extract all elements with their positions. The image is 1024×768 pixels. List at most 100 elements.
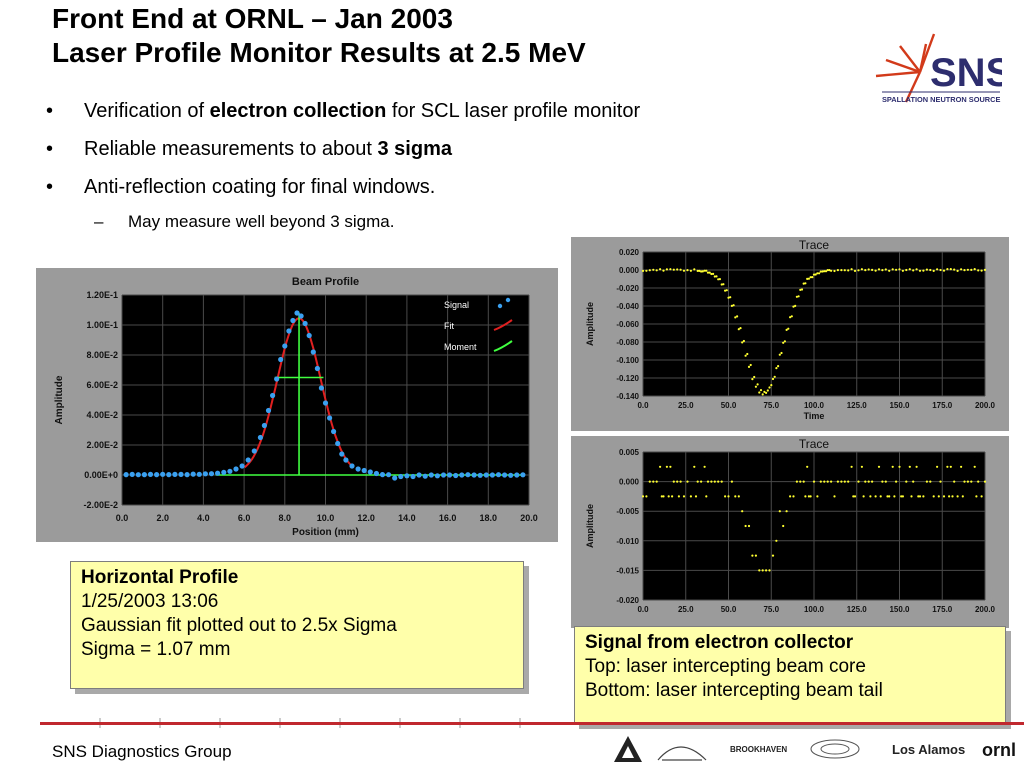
trace-point (797, 295, 800, 298)
signal-point (257, 434, 263, 441)
bullet-1-tail: for SCL laser profile monitor (386, 100, 641, 122)
y-tick-label: -0.080 (616, 338, 639, 347)
trace-point (879, 495, 882, 498)
ornl-logo: ornl (982, 740, 1016, 760)
chart-title: Trace (799, 238, 830, 252)
x-tick-label: 14.0 (398, 513, 416, 523)
x-tick-label: 25.0 (678, 401, 694, 410)
trace-top-chart: Trace 0.0 25.0 50.0 75.0 100.0 125.0 150.0 175.0… (585, 238, 996, 421)
y-tick-label: 8.00E-2 (86, 350, 118, 360)
trace-point (689, 495, 692, 498)
signal-point (331, 428, 337, 435)
trace-point (874, 495, 877, 498)
trace-point (840, 269, 843, 272)
signal-point (261, 422, 267, 429)
x-tick-label: 18.0 (480, 513, 498, 523)
trace-point (939, 268, 942, 272)
trace-point (667, 495, 670, 498)
trace-point (898, 268, 901, 271)
trace-point (869, 495, 872, 498)
trace-point (770, 384, 773, 387)
trace-point (669, 465, 672, 468)
y-axis-label: Amplitude (585, 302, 595, 346)
trace-point (720, 283, 723, 286)
trace-point (963, 269, 966, 272)
trace-point (700, 480, 703, 483)
trace-point (712, 272, 715, 275)
trace-point (676, 480, 679, 483)
trace-point (953, 480, 956, 483)
signal-point (302, 320, 308, 327)
trace-point (662, 495, 665, 498)
trace-point (812, 480, 816, 483)
trace-point (895, 480, 898, 483)
trace-point (963, 480, 966, 483)
signal-point (141, 472, 147, 478)
trace-point (819, 270, 822, 273)
x-tick-label: 175.0 (932, 401, 953, 410)
x-tick-label: 50.0 (721, 605, 737, 614)
signal-point (327, 415, 333, 421)
trace-point (932, 269, 935, 272)
trace-point (671, 495, 674, 498)
trace-point (850, 268, 853, 271)
trace-point (812, 273, 816, 276)
trace-point (660, 495, 663, 498)
trace-point (895, 268, 898, 271)
trace-point (908, 465, 911, 468)
title-line-1: Front End at ORNL – Jan 2003 (52, 3, 453, 34)
trace-point (720, 480, 723, 483)
signal-point (416, 472, 422, 478)
trace-point (807, 277, 810, 280)
signal-point (270, 392, 276, 399)
signal-point (386, 472, 392, 478)
callout-left-line: 1/25/2003 13:06 (81, 591, 219, 612)
trace-point (948, 495, 951, 498)
trace-point (676, 268, 679, 271)
trace-point (727, 495, 730, 498)
trace-point (980, 495, 983, 498)
trace-point (652, 268, 655, 271)
trace-point (665, 465, 668, 468)
trace-point (953, 268, 956, 271)
trace-point (751, 378, 754, 381)
signal-point (202, 471, 208, 477)
trace-point (942, 269, 946, 272)
trace-point (830, 480, 833, 483)
signal-point (471, 472, 477, 478)
x-tick-label: 0.0 (116, 513, 129, 523)
y-tick-label: 0.00E+0 (84, 470, 118, 480)
signal-point (322, 400, 329, 406)
trace-point (737, 328, 740, 331)
callout-left-line: Gaussian fit plotted out to 2.5x Sigma (81, 615, 397, 636)
trace-point (939, 480, 942, 483)
trace-point (823, 270, 826, 273)
trace-point (641, 495, 645, 498)
legend-swatch (497, 303, 503, 309)
x-tick-label: 175.0 (932, 605, 953, 614)
trace-point (737, 495, 740, 498)
trace-point (742, 339, 745, 343)
trace-point (956, 495, 959, 498)
trace-point (795, 480, 798, 483)
legend-swatch (493, 319, 513, 331)
sub-bullet-text: May measure well beyond 3 sigma. (128, 212, 395, 231)
trace-point (765, 569, 768, 572)
signal-point (367, 469, 373, 475)
signal-point (184, 472, 190, 478)
signal-point (355, 466, 361, 472)
trace-point (672, 268, 675, 271)
trace-point (936, 465, 939, 468)
x-tick-label: 20.0 (520, 513, 538, 523)
anl-logo-icon (614, 736, 642, 762)
trace-point (645, 495, 648, 498)
signal-point (147, 471, 154, 477)
trace-point (775, 539, 778, 542)
trace-point (893, 495, 896, 498)
trace-point (806, 465, 809, 468)
trace-point (727, 296, 730, 299)
bullet-3-text: Anti-reflection coating for final window… (84, 176, 436, 198)
bullet-marker: • (46, 176, 54, 198)
x-tick-label: 0.0 (637, 605, 649, 614)
y-tick-label: 0.000 (619, 478, 640, 487)
